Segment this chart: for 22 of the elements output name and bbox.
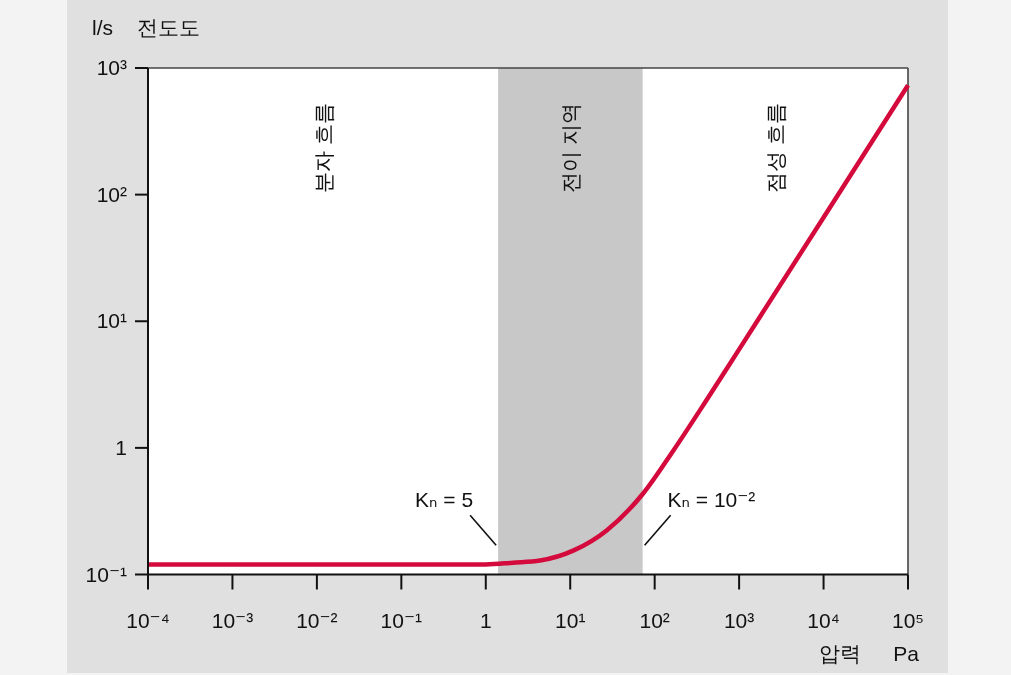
y-axis-title: l/s 전도도	[92, 16, 200, 39]
annotation: 분자 흐름	[311, 103, 335, 193]
y-tick-label: 10⁻¹	[85, 562, 128, 586]
x-tick-label: 10²	[639, 608, 670, 632]
y-tick-label: 10²	[96, 182, 127, 206]
annotation: 점성 흐름	[763, 103, 787, 193]
x-tick-label: 10⁻²	[296, 608, 338, 632]
x-tick-label: 10⁴	[807, 608, 840, 632]
x-tick-label: 10⁻¹	[380, 608, 423, 632]
x-tick-label: 10⁻⁴	[126, 608, 170, 632]
y-tick-label: 1	[115, 435, 127, 459]
annotation: Kₙ = 5	[415, 488, 474, 512]
x-tick-label: 10⁵	[891, 608, 925, 632]
band-label: 전이 지역	[558, 103, 582, 193]
x-tick-label: 10¹	[555, 608, 586, 632]
x-tick-label: 1	[479, 608, 492, 632]
y-tick-label: 10¹	[96, 309, 127, 333]
x-tick-label: 10³	[723, 608, 755, 632]
x-tick-label: 10⁻³	[211, 608, 254, 632]
x-axis-title: 압력 Pa	[819, 642, 920, 665]
annotation: Kₙ = 10⁻²	[667, 488, 756, 512]
y-tick-label: 10³	[96, 56, 127, 79]
